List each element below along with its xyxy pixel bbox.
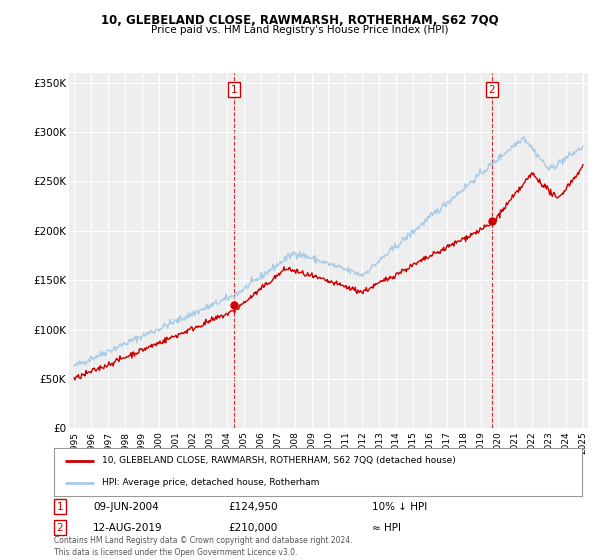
Text: 09-JUN-2004: 09-JUN-2004 [93,502,159,512]
Text: HPI: Average price, detached house, Rotherham: HPI: Average price, detached house, Roth… [101,478,319,487]
Text: 10, GLEBELAND CLOSE, RAWMARSH, ROTHERHAM, S62 7QQ: 10, GLEBELAND CLOSE, RAWMARSH, ROTHERHAM… [101,14,499,27]
Text: 10, GLEBELAND CLOSE, RAWMARSH, ROTHERHAM, S62 7QQ (detached house): 10, GLEBELAND CLOSE, RAWMARSH, ROTHERHAM… [101,456,455,465]
Text: Contains HM Land Registry data © Crown copyright and database right 2024.
This d: Contains HM Land Registry data © Crown c… [54,536,353,557]
Text: £124,950: £124,950 [228,502,278,512]
Text: ≈ HPI: ≈ HPI [372,522,401,533]
Text: 2: 2 [56,522,64,533]
Text: 2: 2 [488,85,495,95]
Text: 12-AUG-2019: 12-AUG-2019 [93,522,163,533]
Text: Price paid vs. HM Land Registry's House Price Index (HPI): Price paid vs. HM Land Registry's House … [151,25,449,35]
Text: £210,000: £210,000 [228,522,277,533]
Text: 1: 1 [56,502,64,512]
Text: 1: 1 [231,85,238,95]
Text: 10% ↓ HPI: 10% ↓ HPI [372,502,427,512]
